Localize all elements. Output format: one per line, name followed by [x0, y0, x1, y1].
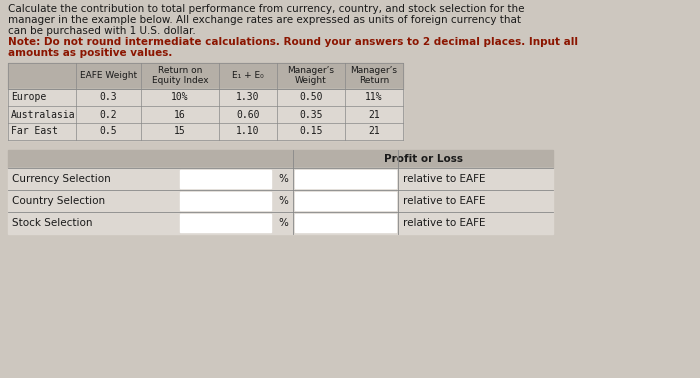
Text: %: % [278, 196, 288, 206]
Bar [295, 170, 396, 188]
Text: Calculate the contribution to total performance from currency, country, and stoc: Calculate the contribution to total perf… [8, 4, 524, 14]
Text: can be purchased with 1 U.S. dollar.: can be purchased with 1 U.S. dollar. [8, 26, 196, 36]
Bar [8, 150, 553, 168]
Text: Manager’s: Manager’s [351, 66, 398, 75]
Text: 0.60: 0.60 [237, 110, 260, 119]
Text: 0.5: 0.5 [99, 127, 118, 136]
Text: 0.3: 0.3 [99, 93, 118, 102]
Text: 15: 15 [174, 127, 186, 136]
Text: 1.30: 1.30 [237, 93, 260, 102]
Bar [295, 192, 396, 210]
Text: 21: 21 [368, 110, 380, 119]
Text: Return on: Return on [158, 66, 202, 75]
Bar [8, 212, 553, 234]
Bar [180, 192, 271, 210]
Text: 11%: 11% [365, 93, 383, 102]
Text: 10%: 10% [172, 93, 189, 102]
Text: %: % [278, 174, 288, 184]
Bar [180, 214, 271, 232]
Bar [295, 214, 396, 232]
Text: amounts as positive values.: amounts as positive values. [8, 48, 172, 58]
Text: 0.2: 0.2 [99, 110, 118, 119]
Text: EAFE Weight: EAFE Weight [80, 71, 137, 81]
Text: 0.15: 0.15 [300, 127, 323, 136]
Bar [8, 190, 553, 212]
Text: Weight: Weight [295, 76, 327, 85]
Text: relative to EAFE: relative to EAFE [403, 174, 486, 184]
Text: Europe: Europe [11, 93, 46, 102]
Text: 1.10: 1.10 [237, 127, 260, 136]
Bar [8, 168, 553, 190]
Text: Far East: Far East [11, 127, 58, 136]
Text: Country Selection: Country Selection [12, 196, 105, 206]
Text: Equity Index: Equity Index [152, 76, 209, 85]
Bar [8, 89, 403, 106]
Bar [8, 63, 403, 89]
Bar [8, 150, 553, 234]
Bar [180, 170, 271, 188]
Text: Australasia: Australasia [11, 110, 76, 119]
Text: Currency Selection: Currency Selection [12, 174, 111, 184]
Text: manager in the example below. All exchange rates are expressed as units of forei: manager in the example below. All exchan… [8, 15, 521, 25]
Bar [8, 106, 403, 123]
Text: 0.50: 0.50 [300, 93, 323, 102]
Text: E₁ + E₀: E₁ + E₀ [232, 71, 264, 81]
Text: Manager’s: Manager’s [288, 66, 335, 75]
Text: relative to EAFE: relative to EAFE [403, 196, 486, 206]
Text: relative to EAFE: relative to EAFE [403, 218, 486, 228]
Bar [8, 123, 403, 140]
Text: 16: 16 [174, 110, 186, 119]
Text: %: % [278, 218, 288, 228]
Text: Return: Return [359, 76, 389, 85]
Text: 21: 21 [368, 127, 380, 136]
Text: Note: Do not round intermediate calculations. Round your answers to 2 decimal pl: Note: Do not round intermediate calculat… [8, 37, 578, 47]
Text: Stock Selection: Stock Selection [12, 218, 92, 228]
Text: Profit or Loss: Profit or Loss [384, 154, 463, 164]
Text: 0.35: 0.35 [300, 110, 323, 119]
